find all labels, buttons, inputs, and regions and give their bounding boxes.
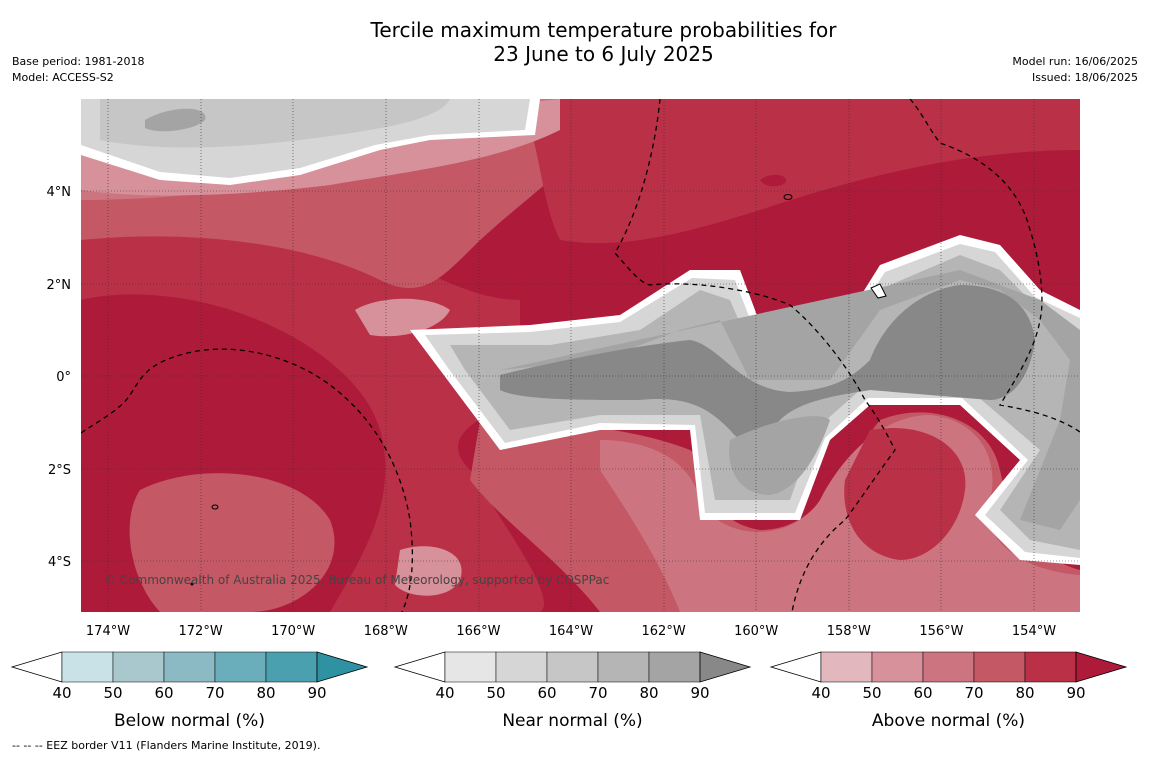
longitude-label: 172°W <box>179 624 223 639</box>
colorbar-low-extension <box>10 651 63 683</box>
below-normal-colorbar: 40 50 60 70 80 90 Below normal (%) <box>10 651 369 731</box>
colorbar-segment <box>61 651 114 683</box>
colorbar-low-extension <box>769 651 822 683</box>
chart-title: Tercile maximum temperature probabilitie… <box>0 18 1150 66</box>
colorbar-segment <box>871 651 924 683</box>
latitude-labels: 4°N 2°N 0° 2°S 4°S <box>47 185 72 570</box>
longitude-labels: 174°W 172°W 170°W 168°W 166°W 164°W 162°W 160°W… <box>86 624 1056 639</box>
longitude-label: 164°W <box>549 624 593 639</box>
colorbar-tick-label: 60 <box>913 684 932 702</box>
colorbar-segment <box>112 651 165 683</box>
colorbar-segment <box>546 651 599 683</box>
colorbar-segment <box>597 651 650 683</box>
colorbar-high-extension <box>1075 651 1128 683</box>
colorbar-title: Below normal (%) <box>114 711 265 731</box>
colorbar-tick-label: 70 <box>588 684 607 702</box>
longitude-label: 160°W <box>734 624 778 639</box>
base-period: Base period: 1981-2018 <box>12 55 145 68</box>
colorbar-title: Near normal (%) <box>502 711 642 731</box>
latitude-label: 4°N <box>47 185 72 200</box>
colorbar-tick-label: 50 <box>862 684 881 702</box>
issue-info: Model run: 16/06/2025 Issued: 18/06/2025 <box>1012 54 1138 86</box>
colorbar-tick-label: 60 <box>537 684 556 702</box>
model-run: Model run: 16/06/2025 <box>1012 55 1138 68</box>
above-normal-colorbar: 40 50 60 70 80 90 Above normal (%) <box>769 651 1128 731</box>
colorbar-segment <box>648 651 701 683</box>
colorbar-tick-label: 70 <box>964 684 983 702</box>
colorbar-high-extension <box>316 651 369 683</box>
longitude-label: 162°W <box>642 624 686 639</box>
band-70-south-west <box>129 473 335 612</box>
colorbar-tick-label: 50 <box>103 684 122 702</box>
model-name: Model: ACCESS-S2 <box>12 71 114 84</box>
band-80-north <box>520 99 1080 244</box>
colorbar-low-extension <box>393 651 446 683</box>
colorbar-segment <box>1024 651 1077 683</box>
latitude-label: 2°S <box>48 463 71 478</box>
latitude-label: 2°N <box>47 278 72 293</box>
latitude-label: 4°S <box>48 555 71 570</box>
colorbar-tick-label: 80 <box>639 684 658 702</box>
longitude-label: 168°W <box>364 624 408 639</box>
colorbar-segment <box>973 651 1026 683</box>
colorbar-tick-label: 60 <box>154 684 173 702</box>
colorbar-segment <box>265 651 318 683</box>
colorbar-segment <box>214 651 267 683</box>
island-outline-north <box>783 194 793 200</box>
colorbar-legend: 40 50 60 70 80 90 Below normal (%) 40 50 60 70 80 90… <box>10 651 1128 731</box>
model-info: Base period: 1981-2018 Model: ACCESS-S2 <box>12 54 144 86</box>
band-50-south-west <box>395 546 462 596</box>
colorbar-tick-label: 90 <box>307 684 326 702</box>
colorbar-segment <box>495 651 548 683</box>
colorbar-segment <box>820 651 873 683</box>
copyright-text: © Commonwealth of Australia 2025, Bureau… <box>104 573 609 587</box>
colorbar-tick-label: 90 <box>1066 684 1085 702</box>
island-contour <box>760 174 787 187</box>
probability-field: © Commonwealth of Australia 2025, Bureau… <box>81 99 1080 612</box>
colorbar-tick-label: 90 <box>690 684 709 702</box>
colorbar-segment <box>163 651 216 683</box>
longitude-label: 158°W <box>827 624 871 639</box>
colorbar-tick-label: 40 <box>435 684 454 702</box>
colorbar-segment <box>922 651 975 683</box>
longitude-label: 170°W <box>271 624 315 639</box>
colorbar-tick-label: 70 <box>205 684 224 702</box>
band-80-south-east <box>844 428 966 560</box>
colorbar-high-extension <box>699 651 752 683</box>
near-normal-colorbar: 40 50 60 70 80 90 Near normal (%) <box>393 651 752 731</box>
near-normal-central <box>410 235 1080 565</box>
colorbar-tick-label: 80 <box>1015 684 1034 702</box>
issued-date: Issued: 18/06/2025 <box>1031 71 1138 84</box>
band-50-central <box>355 298 450 337</box>
island-dot <box>190 582 194 586</box>
longitude-label: 174°W <box>86 624 130 639</box>
band-90-east <box>1040 205 1080 260</box>
colorbar-tick-label: 40 <box>52 684 71 702</box>
colorbar-tick-label: 50 <box>486 684 505 702</box>
latitude-label: 0° <box>56 370 71 385</box>
island-outline-equator <box>870 283 887 299</box>
colorbar-tick-label: 80 <box>256 684 275 702</box>
island-outline-south <box>211 504 219 510</box>
longitude-label: 154°W <box>1012 624 1056 639</box>
title-line-2: 23 June to 6 July 2025 <box>493 42 714 66</box>
longitude-label: 156°W <box>919 624 963 639</box>
colorbar-tick-label: 40 <box>811 684 830 702</box>
colorbar-title: Above normal (%) <box>872 711 1025 731</box>
longitude-label: 166°W <box>456 624 500 639</box>
title-line-1: Tercile maximum temperature probabilitie… <box>370 18 837 42</box>
eez-legend-note: -- -- -- EEZ border V11 (Flanders Marine… <box>12 739 321 752</box>
near-normal-north <box>81 99 540 185</box>
eez-border <box>81 99 1080 612</box>
colorbar-segment <box>444 651 497 683</box>
